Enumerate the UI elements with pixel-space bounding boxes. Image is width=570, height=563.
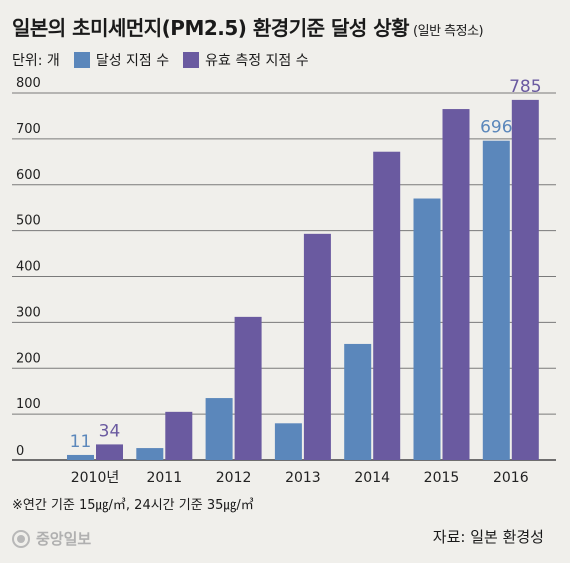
title-row: 일본의 초미세먼지(PM2.5) 환경기준 달성 상황 (일반 측정소)	[12, 12, 484, 41]
x-tick-label: 2010년	[71, 470, 120, 486]
y-tick-label: 100	[16, 397, 41, 412]
legend-swatch-achieved	[73, 52, 90, 68]
chart-subtitle: (일반 측정소)	[413, 24, 484, 39]
x-tick-label: 2015	[424, 470, 460, 486]
bar-valid	[234, 316, 262, 460]
bar-achieved	[413, 198, 441, 460]
joongang-logo-icon	[12, 529, 30, 548]
bar-achieved	[205, 398, 233, 460]
legend: 단위: 개 달성 지점 수 유효 측정 지점 수	[12, 50, 309, 70]
data-label: 785	[509, 77, 541, 97]
bar-valid	[442, 109, 470, 461]
y-tick-label: 200	[16, 351, 41, 366]
y-tick-label: 600	[16, 168, 41, 183]
bar-valid	[511, 99, 539, 460]
legend-item-valid: 유효 측정 지점 수	[183, 50, 309, 70]
legend-label-achieved: 달성 지점 수	[95, 53, 170, 69]
unit-label: 단위: 개	[12, 53, 60, 69]
y-tick-label: 300	[16, 305, 41, 320]
x-tick-label: 2011	[146, 470, 182, 486]
x-tick-label: 2012	[216, 470, 252, 486]
bar-achieved	[482, 140, 510, 460]
bar-valid	[303, 233, 331, 460]
chart-title: 일본의 초미세먼지(PM2.5) 환경기준 달성 상황	[12, 16, 410, 40]
data-label: 11	[70, 432, 92, 452]
bar-achieved	[344, 343, 372, 460]
y-tick-label: 0	[16, 444, 24, 459]
y-tick-label: 500	[16, 214, 41, 229]
y-tick-label: 400	[16, 260, 41, 275]
bar-chart: 0 100 200 300 400 500 600 700 800 2010년 2011 2012 20…	[12, 76, 556, 486]
publisher-logo: 중앙일보	[12, 528, 91, 549]
source-credit: 자료: 일본 환경성	[432, 528, 544, 546]
bar-achieved	[67, 454, 94, 460]
data-label: 696	[480, 118, 512, 138]
legend-label-valid: 유효 측정 지점 수	[205, 53, 309, 69]
publisher-name: 중앙일보	[36, 530, 92, 548]
bar-valid	[373, 151, 401, 460]
bar-achieved	[274, 423, 302, 460]
x-tick-label: 2016	[493, 470, 529, 486]
y-tick-label: 700	[16, 122, 41, 137]
x-tick-label: 2013	[285, 470, 321, 486]
bar-achieved	[136, 448, 164, 460]
legend-swatch-valid	[183, 52, 200, 68]
footnote: ※연간 기준 15㎍/㎥, 24시간 기준 35㎍/㎥	[12, 498, 254, 513]
legend-item-achieved: 달성 지점 수	[73, 50, 170, 70]
data-label: 34	[99, 421, 121, 441]
x-tick-label: 2014	[354, 470, 390, 486]
bar-valid	[165, 411, 193, 460]
bar-valid	[96, 444, 123, 460]
y-tick-label: 800	[16, 76, 41, 91]
